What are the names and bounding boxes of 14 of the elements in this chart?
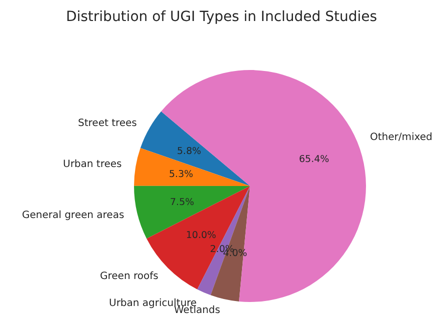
pie-slice xyxy=(134,186,250,239)
pie-slice xyxy=(140,111,250,186)
data-label: 7.5% xyxy=(170,197,194,208)
slice-label: General green areas xyxy=(22,210,124,221)
data-label: 5.3% xyxy=(169,169,194,180)
slice-label: Green roofs xyxy=(100,271,158,282)
data-label: 10.0% xyxy=(186,230,216,241)
slice-label: Street trees xyxy=(78,118,137,129)
data-label: 65.4% xyxy=(299,154,330,165)
pie-slice xyxy=(134,148,250,186)
chart-title: Distribution of UGI Types in Included Studies xyxy=(66,8,378,25)
slice-label: Other/mixed xyxy=(370,132,432,143)
data-label: 5.8% xyxy=(177,146,202,157)
slice-label: Urban trees xyxy=(63,159,122,170)
